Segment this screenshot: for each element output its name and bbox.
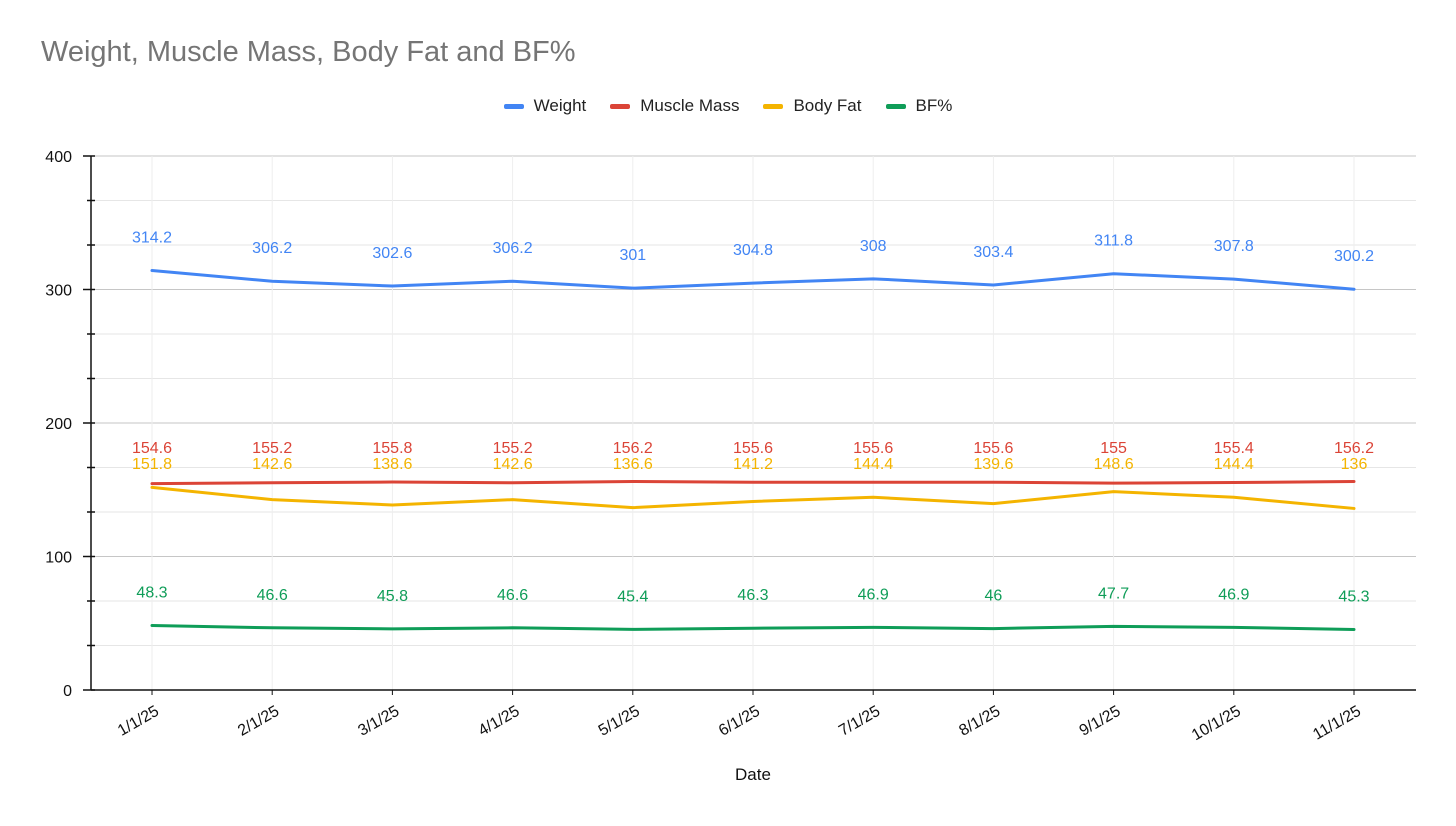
data-label: 136.6	[613, 456, 653, 473]
x-tick-label: 8/1/25	[956, 703, 1003, 740]
data-label: 306.2	[252, 240, 292, 257]
y-tick-label: 400	[45, 149, 72, 166]
x-tick-label: 5/1/25	[596, 703, 643, 740]
data-label: 139.6	[973, 456, 1013, 473]
x-tick-label: 11/1/25	[1310, 703, 1364, 744]
data-label: 46.6	[257, 587, 288, 604]
legend-swatch-body-fat	[763, 103, 784, 109]
data-label: 155.2	[493, 440, 533, 457]
x-tick-label: 6/1/25	[716, 703, 763, 740]
data-label: 148.6	[1094, 456, 1134, 473]
data-label: 155.6	[973, 440, 1013, 457]
x-tick-label: 2/1/25	[235, 703, 282, 740]
grid	[91, 155, 1416, 690]
data-label: 306.2	[493, 240, 533, 257]
data-label: 141.2	[733, 456, 773, 473]
series-line-body-fat	[150, 485, 1356, 510]
data-label: 46.3	[737, 587, 768, 604]
x-axis-title: Date	[735, 765, 771, 784]
data-label: 144.4	[853, 456, 893, 473]
legend: Weight Muscle Mass Body Fat BF%	[0, 96, 1456, 116]
legend-swatch-muscle-mass	[610, 103, 631, 109]
data-label: 151.8	[132, 456, 172, 473]
data-label: 142.6	[493, 456, 533, 473]
data-label: 46.9	[1218, 586, 1249, 603]
axes: 0 100 200 300 400 1/1/25 2/1/25 3/1/25 4/1/25 5/1…	[45, 149, 1416, 744]
data-label: 314.2	[132, 230, 172, 247]
data-label: 142.6	[252, 456, 292, 473]
x-tick-label: 4/1/25	[476, 703, 523, 740]
legend-item-body-fat[interactable]: Body Fat	[763, 96, 862, 116]
data-label: 307.8	[1214, 238, 1254, 255]
x-tick-label: 10/1/25	[1189, 703, 1244, 744]
data-label: 46.9	[858, 586, 889, 603]
y-tick-label: 0	[63, 683, 72, 700]
series-line-bf	[150, 624, 1356, 632]
y-tick-label: 300	[45, 283, 72, 300]
data-label: 48.3	[136, 585, 167, 602]
data-label: 155.6	[853, 440, 893, 457]
data-label: 308	[860, 238, 887, 255]
data-label: 155.4	[1214, 440, 1254, 457]
x-tick-label: 3/1/25	[355, 703, 402, 740]
data-label: 46	[985, 588, 1003, 605]
legend-label-bf-percent: BF%	[915, 96, 953, 115]
data-label: 156.2	[613, 440, 653, 457]
data-label: 302.6	[372, 245, 412, 262]
legend-swatch-weight	[503, 103, 524, 109]
data-label: 45.8	[377, 588, 408, 605]
data-label: 156.2	[1334, 440, 1374, 457]
legend-label-weight: Weight	[533, 96, 587, 115]
data-label: 154.6	[132, 440, 172, 457]
series-lines	[150, 269, 1356, 632]
data-label: 46.6	[497, 587, 528, 604]
legend-item-weight[interactable]: Weight	[503, 96, 587, 116]
legend-item-bf-percent[interactable]: BF%	[885, 96, 953, 116]
y-tick-label: 200	[45, 416, 72, 433]
data-label: 311.8	[1094, 233, 1133, 250]
series-line-muscle-mass	[150, 479, 1356, 486]
chart-title: Weight, Muscle Mass, Body Fat and BF%	[41, 36, 576, 68]
legend-label-body-fat: Body Fat	[793, 96, 862, 115]
data-label: 304.8	[733, 242, 773, 259]
data-label: 47.7	[1098, 585, 1129, 602]
data-label: 155.6	[733, 440, 773, 457]
data-label: 45.3	[1338, 589, 1369, 606]
legend-swatch-bf-percent	[885, 103, 906, 109]
series-line-weight	[150, 269, 1356, 291]
legend-label-muscle-mass: Muscle Mass	[640, 96, 740, 115]
data-label: 303.4	[973, 244, 1013, 261]
data-label: 155.8	[372, 440, 412, 457]
data-label: 155	[1100, 440, 1127, 457]
data-label: 155.2	[252, 440, 292, 457]
data-label: 301	[619, 247, 646, 264]
data-labels: 314.2 306.2 302.6 306.2 301 304.8 308 303.4 311.…	[132, 230, 1374, 606]
x-tick-label: 7/1/25	[836, 703, 883, 740]
y-tick-label: 100	[45, 550, 72, 567]
data-label: 136	[1341, 456, 1368, 473]
x-tick-label: 9/1/25	[1077, 703, 1124, 740]
legend-item-muscle-mass[interactable]: Muscle Mass	[610, 96, 739, 116]
x-tick-label: 1/1/25	[115, 703, 162, 740]
data-label: 138.6	[372, 456, 412, 473]
data-label: 45.4	[617, 588, 648, 605]
data-label: 300.2	[1334, 248, 1374, 265]
data-label: 144.4	[1214, 456, 1254, 473]
